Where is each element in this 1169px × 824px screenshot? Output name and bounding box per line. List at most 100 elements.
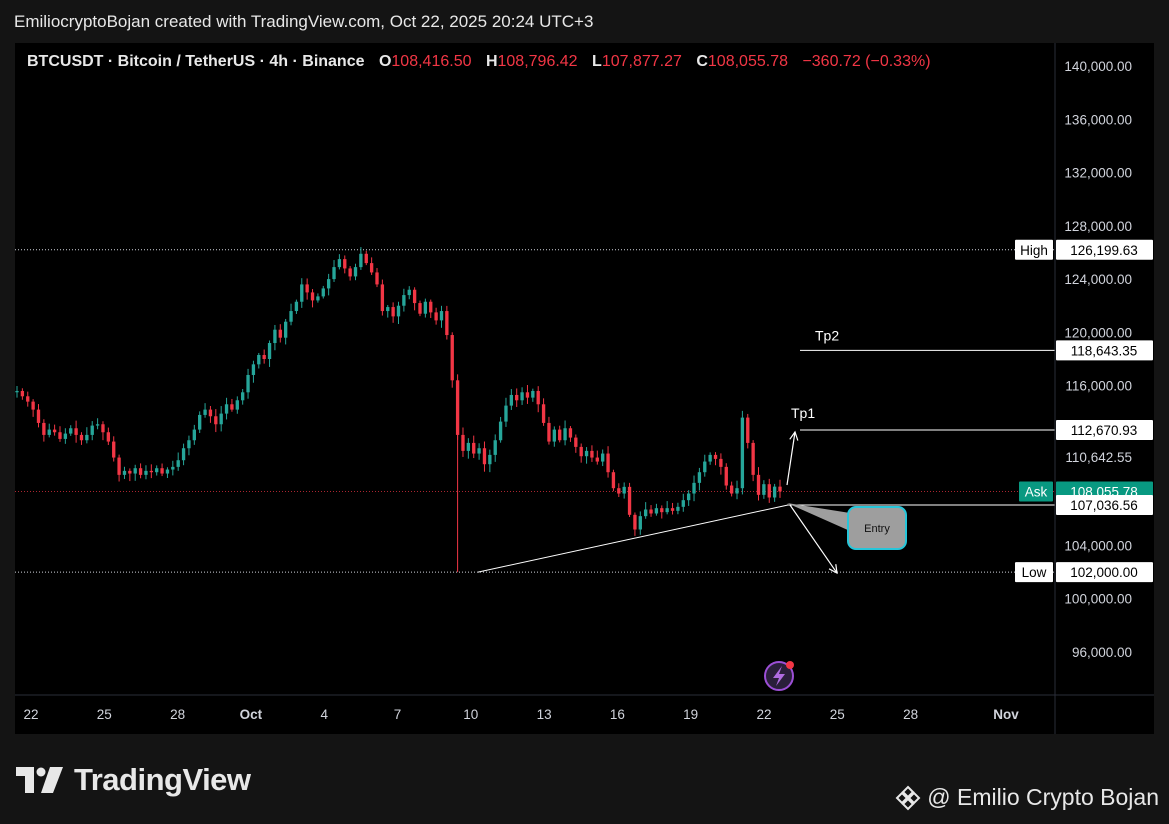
candle-body bbox=[155, 468, 159, 473]
candle-body bbox=[310, 292, 315, 301]
candle-body bbox=[181, 448, 186, 461]
candle-body bbox=[305, 284, 309, 293]
candle-body bbox=[26, 396, 30, 402]
candle-body bbox=[386, 307, 390, 312]
lightning-alert-icon[interactable] bbox=[764, 661, 794, 691]
candle-body bbox=[595, 457, 599, 462]
candle-body bbox=[601, 453, 605, 462]
chart-caption: EmiliocryptoBojan created with TradingVi… bbox=[14, 12, 594, 31]
x-tick-label: 28 bbox=[903, 707, 918, 722]
candle-body bbox=[541, 404, 546, 423]
candle-body bbox=[52, 429, 57, 433]
tradingview-wordmark: TradingView bbox=[74, 762, 251, 797]
candle-body bbox=[283, 321, 288, 338]
candle-body bbox=[149, 470, 153, 473]
candle-body bbox=[171, 466, 175, 470]
high-value: 108,796.42 bbox=[497, 53, 578, 70]
candle-body bbox=[477, 448, 481, 454]
candle-body bbox=[300, 284, 304, 302]
candle-body bbox=[267, 343, 272, 359]
candle-body bbox=[85, 434, 89, 441]
candle-body bbox=[359, 253, 363, 268]
high-side-label-text: High bbox=[1020, 243, 1048, 258]
candle-body bbox=[289, 311, 293, 322]
tp2-price-tag-text: 118,643.35 bbox=[1071, 343, 1138, 358]
close-value: 108,055.78 bbox=[707, 53, 788, 70]
entry-callout: Entry bbox=[787, 503, 907, 551]
candle-body bbox=[144, 470, 148, 475]
low-price-tag-box bbox=[1056, 562, 1153, 583]
low-label: L bbox=[592, 53, 602, 70]
symbol-name: BTCUSDT · Bitcoin / TetherUS · 4h · Bina… bbox=[27, 53, 365, 70]
candle-body bbox=[42, 422, 46, 435]
candle-body bbox=[117, 457, 121, 475]
x-tick-label: 4 bbox=[320, 707, 328, 722]
candle-body bbox=[493, 440, 497, 455]
low-side-label: Low bbox=[1015, 562, 1053, 583]
candle-body bbox=[133, 468, 137, 474]
candle-body bbox=[58, 432, 62, 439]
candle-body bbox=[724, 466, 728, 486]
up-arrow-head bbox=[789, 430, 799, 441]
candle-body bbox=[348, 268, 352, 277]
high-side-label-box bbox=[1015, 239, 1053, 260]
x-tick-label: 25 bbox=[97, 707, 112, 722]
y-tick-label: 116,000.00 bbox=[1065, 379, 1132, 394]
candle-body bbox=[128, 470, 132, 474]
candle-body bbox=[90, 425, 94, 435]
candle-body bbox=[246, 374, 250, 393]
candle-body bbox=[697, 472, 702, 483]
candle-body bbox=[617, 488, 621, 494]
change-value: −360.72 (−0.33%) bbox=[802, 53, 931, 70]
candle-body bbox=[391, 307, 395, 317]
candle-body bbox=[627, 486, 632, 515]
candle-body bbox=[353, 267, 358, 277]
candle-body bbox=[273, 329, 277, 344]
candle-body bbox=[670, 508, 675, 511]
candle-body bbox=[579, 446, 583, 457]
candle-body bbox=[138, 468, 143, 475]
x-tick-label: 16 bbox=[610, 707, 625, 722]
candle-body bbox=[31, 401, 35, 410]
chart-panel[interactable]: Tp2 Tp1 Entry 140,000.00 136,000.00 132,000.… bbox=[15, 43, 1154, 734]
candle-body bbox=[219, 413, 223, 425]
entry-callout-pointer bbox=[787, 503, 850, 532]
ask-side-label-box bbox=[1019, 481, 1053, 502]
down-arrow-head bbox=[828, 564, 838, 575]
candle-body bbox=[63, 433, 68, 439]
candle-body bbox=[251, 364, 256, 375]
candle-body bbox=[719, 458, 723, 467]
candle-body bbox=[332, 267, 336, 280]
candle-body bbox=[584, 450, 589, 457]
tradingview-logo-icon bbox=[16, 767, 63, 793]
candle-body bbox=[649, 509, 653, 514]
tradingview-logo: TradingView bbox=[16, 760, 251, 800]
entry-price-tag: 107,036.56 bbox=[1056, 495, 1153, 516]
symbol-legend: BTCUSDT · Bitcoin / TetherUS · 4h · Bina… bbox=[27, 53, 931, 71]
candle-body bbox=[241, 392, 245, 401]
candle-body bbox=[364, 253, 368, 264]
candle-body bbox=[558, 429, 562, 441]
candle-body bbox=[15, 390, 19, 393]
candle-body bbox=[257, 355, 261, 365]
y-tick-label: 128,000.00 bbox=[1064, 219, 1132, 234]
candle-body bbox=[402, 295, 406, 306]
candle-body bbox=[772, 486, 777, 498]
tp2-label: Tp2 bbox=[815, 327, 839, 343]
tp1-price-tag-text: 112,670.93 bbox=[1071, 423, 1138, 438]
candle-body bbox=[654, 508, 659, 514]
candle-body bbox=[568, 428, 573, 438]
candlestick-chart[interactable]: Tp2 Tp1 Entry 140,000.00 136,000.00 132,000.… bbox=[15, 43, 1154, 734]
candle-body bbox=[429, 301, 433, 313]
y-tick-label: 136,000.00 bbox=[1064, 112, 1132, 127]
candle-body bbox=[660, 508, 664, 513]
tp2-price-tag-box bbox=[1056, 340, 1153, 361]
x-tick-label: 10 bbox=[463, 707, 478, 722]
candle-body bbox=[498, 421, 503, 441]
candle-body bbox=[686, 493, 691, 501]
up-arrow bbox=[786, 431, 796, 486]
x-tick-label: 19 bbox=[683, 707, 698, 722]
candle-body bbox=[740, 417, 745, 489]
candle-body bbox=[396, 305, 401, 317]
candle-body bbox=[735, 488, 739, 494]
